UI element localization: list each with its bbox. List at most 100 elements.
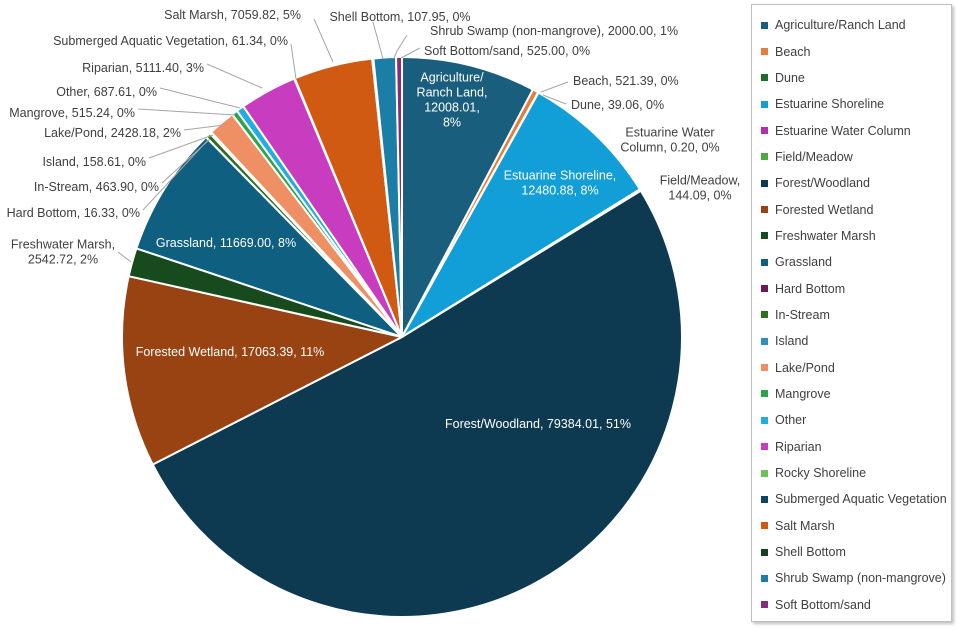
data-label: Forest/Woodland, 79384.01, 51% <box>445 417 631 431</box>
legend-item: Riparian <box>752 434 951 460</box>
legend-label: Mangrove <box>775 386 831 401</box>
data-label: In-Stream, 463.90, 0% <box>34 180 159 194</box>
leader-line <box>542 94 567 105</box>
legend-swatch <box>761 364 768 372</box>
legend-swatch <box>761 258 768 266</box>
legend-label: Salt Marsh <box>775 518 835 533</box>
legend-swatch <box>761 127 768 135</box>
legend-item: Estuarine Shoreline <box>752 91 951 117</box>
legend-label: Forested Wetland <box>775 202 874 217</box>
leader-line <box>137 108 236 116</box>
legend-swatch <box>761 601 768 609</box>
leader-line <box>142 139 209 211</box>
data-label: Field/Meadow, 144.09, 0% <box>660 174 741 203</box>
legend-swatch <box>761 469 768 477</box>
legend-item: Soft Bottom/sand <box>752 592 951 618</box>
legend-swatch <box>761 548 768 556</box>
legend-swatch <box>761 232 768 240</box>
legend-item: Mangrove <box>752 381 951 407</box>
data-label: Shell Bottom, 107.95, 0% <box>329 10 470 24</box>
data-label: Freshwater Marsh, 2542.72, 2% <box>11 238 115 267</box>
data-label: Soft Bottom/sand, 525.00, 0% <box>424 44 590 58</box>
legend-swatch <box>761 74 768 82</box>
data-label: Agriculture/Ranch Land, 12008.01, 8% <box>417 71 488 130</box>
legend-item: Hard Bottom <box>752 275 951 301</box>
legend-item: Island <box>752 328 951 354</box>
data-label: Other, 687.61, 0% <box>56 85 157 99</box>
legend: Agriculture/Ranch Land Beach Dune Estuarine… <box>751 4 952 622</box>
data-label: Submerged Aquatic Vegetation, 61.34, 0% <box>53 34 288 48</box>
legend-item: Grassland <box>752 249 951 275</box>
legend-label: Shell Bottom <box>775 545 846 560</box>
data-label: Estuarine Shoreline, 12480.88, 8% <box>504 169 617 198</box>
legend-item: Salt Marsh <box>752 513 951 539</box>
data-label: Mangrove, 515.24, 0% <box>9 106 135 120</box>
legend-label: Grassland <box>775 255 832 270</box>
legend-label: Riparian <box>775 439 822 454</box>
data-label: Shrub Swamp (non-mangrove), 2000.00, 1% <box>430 24 678 38</box>
leader-line <box>313 18 334 63</box>
leader-line <box>148 134 214 159</box>
legend-label: Soft Bottom/sand <box>775 597 871 612</box>
legend-item: Agriculture/Ranch Land <box>752 12 951 38</box>
legend-label: Island <box>775 334 809 349</box>
legend-item: Rocky Shoreline <box>752 460 951 486</box>
legend-swatch <box>761 416 768 424</box>
leader-line <box>400 47 421 59</box>
legend-item: Submerged Aquatic Vegetation <box>752 486 951 512</box>
legend-swatch <box>761 285 768 293</box>
data-label: Riparian, 5111.40, 3% <box>82 61 204 75</box>
leader-line <box>206 63 263 89</box>
leader-line <box>372 21 384 60</box>
legend-swatch <box>761 390 768 398</box>
pie-slice-agriculture-ranch-land <box>401 56 534 338</box>
legend-swatch <box>761 522 768 530</box>
leader-line <box>540 81 569 93</box>
legend-label: Agriculture/Ranch Land <box>775 18 906 33</box>
legend-swatch <box>761 100 768 108</box>
legend-swatch <box>761 311 768 319</box>
pie-slice-forested-wetland <box>121 275 403 466</box>
leader-line <box>393 34 408 59</box>
legend-item: Dune <box>752 65 951 91</box>
legend-swatch <box>761 574 768 582</box>
legend-item: Shell Bottom <box>752 539 951 565</box>
leader-line <box>290 43 297 80</box>
legend-swatch <box>761 153 768 161</box>
legend-label: Shrub Swamp (non-mangrove) <box>775 571 946 586</box>
legend-item: Field/Meadow <box>752 144 951 170</box>
pie-slice-grassland <box>135 136 403 338</box>
legend-item: Freshwater Marsh <box>752 223 951 249</box>
data-label: Forested Wetland, 17063.39, 11% <box>136 345 325 359</box>
data-label: Grassland, 11669.00, 8% <box>156 236 296 250</box>
legend-swatch <box>761 21 768 29</box>
legend-label: Forest/Woodland <box>775 176 870 191</box>
pie-slice-forest-woodland <box>151 189 683 618</box>
legend-swatch <box>761 495 768 503</box>
legend-item: Forested Wetland <box>752 196 951 222</box>
legend-swatch <box>761 179 768 187</box>
legend-label: Hard Bottom <box>775 281 846 296</box>
data-label: Lake/Pond, 2428.18, 2% <box>44 126 181 140</box>
legend-label: Beach <box>775 44 811 59</box>
legend-item: Shrub Swamp (non-mangrove) <box>752 565 951 591</box>
legend-label: Freshwater Marsh <box>775 228 876 243</box>
data-label: Hard Bottom, 16.33, 0% <box>7 206 140 220</box>
legend-label: In-Stream <box>775 307 830 322</box>
leader-line <box>161 138 211 184</box>
data-label: Estuarine Water Column, 0.20, 0% <box>620 126 719 155</box>
legend-item: Beach <box>752 38 951 64</box>
legend-label: Other <box>775 413 807 428</box>
data-label: Island, 158.61, 0% <box>42 155 146 169</box>
data-labels: Agriculture/Ranch Land, 12008.01, 8% Beach,… <box>7 8 741 431</box>
legend-item: Estuarine Water Column <box>752 117 951 143</box>
legend-label: Estuarine Water Column <box>775 123 911 138</box>
legend-item: Lake/Pond <box>752 354 951 380</box>
leader-line <box>117 251 132 263</box>
legend-swatch <box>761 48 768 56</box>
pie-chart: Agriculture/Ranch Land, 12008.01, 8% Beach,… <box>7 8 741 618</box>
legend-label: Rocky Shoreline <box>775 466 867 481</box>
legend-swatch <box>761 443 768 451</box>
legend-label: Dune <box>775 70 805 85</box>
leader-line <box>183 124 225 131</box>
